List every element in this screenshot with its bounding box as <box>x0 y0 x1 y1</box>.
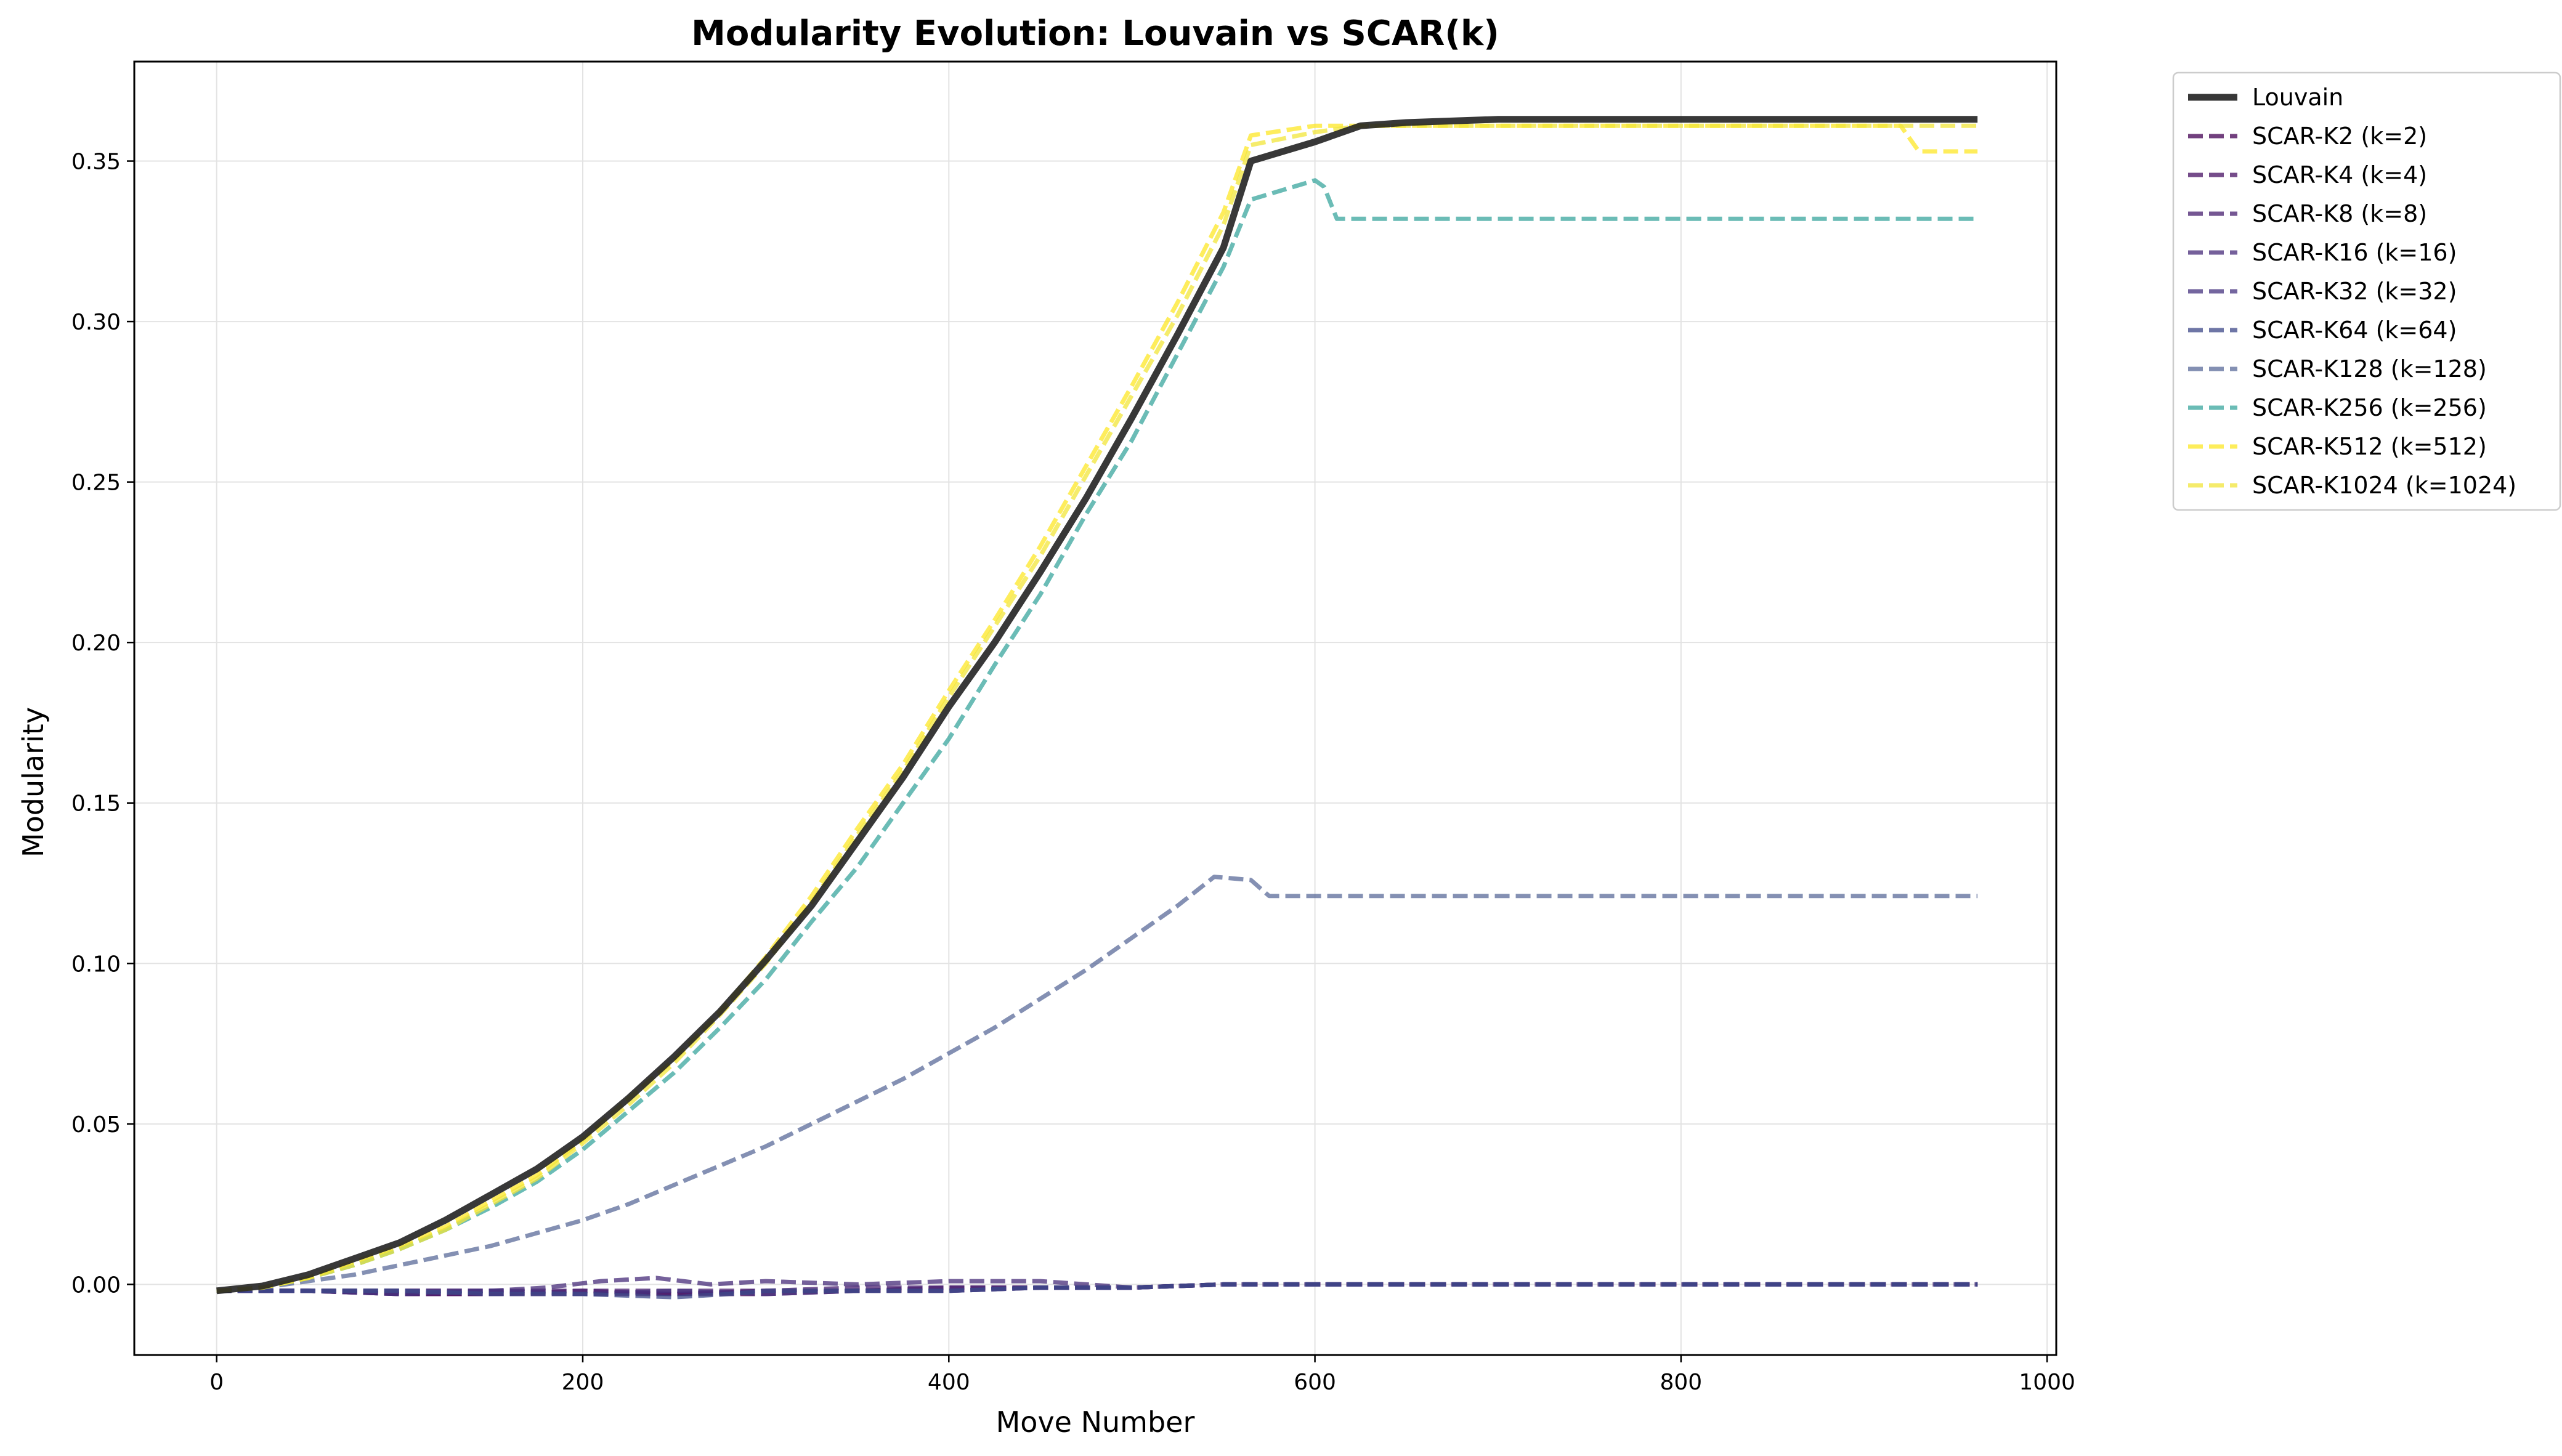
y-tick-label: 0.35 <box>71 150 121 175</box>
x-tick-label: 400 <box>928 1370 970 1395</box>
x-axis: 0 200 400 600 800 1000 <box>209 1355 2075 1395</box>
legend-label: SCAR-K4 (k=4) <box>2252 161 2427 188</box>
x-axis-label: Move Number <box>996 1405 1195 1439</box>
legend-label: SCAR-K16 (k=16) <box>2252 239 2457 266</box>
y-tick-label: 0.20 <box>71 631 121 656</box>
series-line-7 <box>216 875 1978 1293</box>
series-line-10 <box>216 123 1978 1293</box>
series-layer <box>216 116 1978 1300</box>
x-tick-label: 0 <box>209 1370 224 1395</box>
legend-label: Louvain <box>2252 84 2343 111</box>
legend-label: SCAR-K32 (k=32) <box>2252 278 2457 305</box>
y-tick-label: 0.05 <box>71 1112 121 1138</box>
x-tick-label: 800 <box>1660 1370 1702 1395</box>
series-line-0 <box>216 116 1978 1295</box>
chart-title: Modularity Evolution: Louvain vs SCAR(k) <box>691 14 1499 54</box>
y-tick-label: 0.25 <box>71 471 121 496</box>
legend-box <box>2172 71 2561 511</box>
plot-frame <box>133 60 2057 1356</box>
y-tick-label: 0.10 <box>71 952 121 977</box>
x-tick-label: 1000 <box>2019 1370 2075 1395</box>
x-tick-label: 200 <box>562 1370 604 1395</box>
x-tick-label: 600 <box>1294 1370 1336 1395</box>
legend-label: SCAR-K1024 (k=1024) <box>2252 472 2516 499</box>
y-axis: 0.00 0.05 0.10 0.15 0.20 0.25 0.30 0.35 <box>71 150 134 1298</box>
series-line-9 <box>216 123 1978 1293</box>
legend-label: SCAR-K2 (k=2) <box>2252 123 2427 150</box>
legend: Louvain SCAR-K2 (k=2) SCAR-K4 (k=4) SCAR-K8… <box>2172 71 2561 511</box>
legend-label: SCAR-K256 (k=256) <box>2252 394 2487 421</box>
y-axis-label: Modularity <box>17 707 50 857</box>
series-line-8 <box>216 178 1978 1293</box>
legend-label: SCAR-K64 (k=64) <box>2252 317 2457 344</box>
y-tick-label: 0.00 <box>71 1272 121 1298</box>
series-line-6 <box>216 1282 1978 1300</box>
legend-label: SCAR-K8 (k=8) <box>2252 200 2427 227</box>
legend-label: SCAR-K128 (k=128) <box>2252 355 2487 382</box>
y-tick-label: 0.30 <box>71 310 121 335</box>
legend-label: SCAR-K512 (k=512) <box>2252 433 2487 460</box>
y-tick-label: 0.15 <box>71 791 121 817</box>
